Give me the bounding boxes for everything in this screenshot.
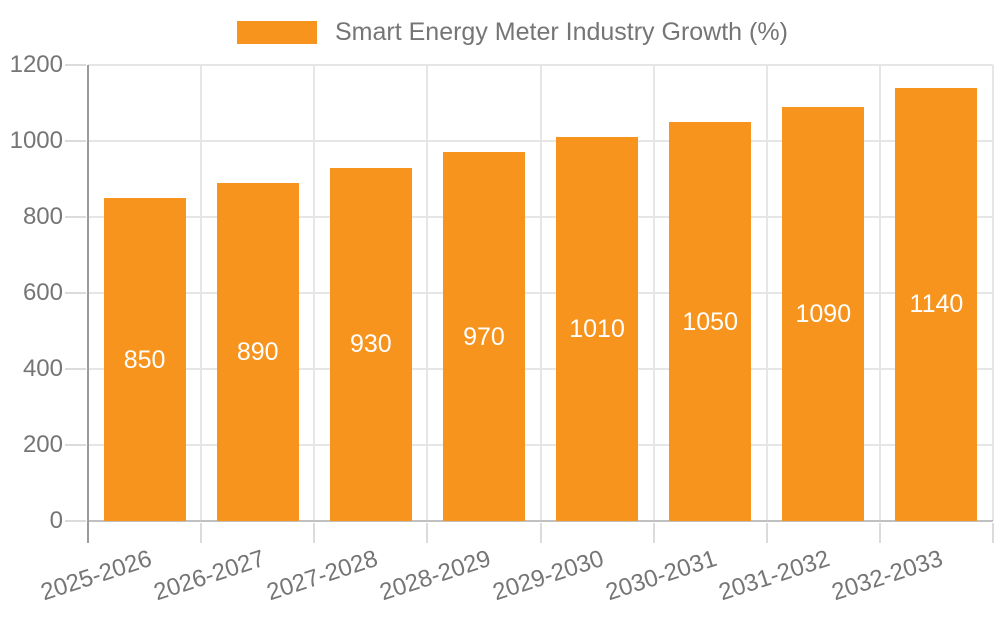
- bar[interactable]: [329, 167, 412, 521]
- x-axis-tick: [878, 523, 881, 543]
- v-gridline: [426, 65, 429, 521]
- legend-swatch: [237, 21, 317, 44]
- y-axis-tick-label: 600: [22, 279, 63, 306]
- legend-label: Smart Energy Meter Industry Growth (%): [335, 18, 788, 46]
- v-gridline: [765, 65, 768, 521]
- bar[interactable]: [669, 122, 752, 521]
- x-axis-tick: [992, 523, 994, 543]
- bar[interactable]: [216, 182, 299, 521]
- bar[interactable]: [895, 87, 978, 521]
- y-axis-tick-label: 0: [49, 507, 63, 534]
- y-axis-tick-label: 1000: [9, 127, 63, 154]
- y-axis-tick-label: 800: [22, 203, 63, 230]
- v-gridline: [313, 65, 316, 521]
- bar[interactable]: [556, 137, 639, 521]
- y-axis-tick: [65, 444, 86, 446]
- bar[interactable]: [442, 152, 525, 521]
- y-axis-tick-label: 400: [22, 355, 63, 382]
- v-gridline: [992, 65, 994, 521]
- x-axis-tick: [652, 523, 655, 543]
- x-axis-tick: [200, 523, 203, 543]
- v-gridline: [200, 65, 203, 521]
- bar[interactable]: [103, 198, 186, 521]
- y-axis-tick: [65, 368, 86, 370]
- v-gridline: [878, 65, 881, 521]
- y-axis-tick: [65, 140, 86, 142]
- bar[interactable]: [782, 106, 865, 521]
- x-axis-tick: [313, 523, 316, 543]
- bar-chart: Smart Energy Meter Industry Growth (%) 0…: [10, 18, 994, 606]
- y-axis-tick: [65, 64, 86, 66]
- v-gridline: [539, 65, 542, 521]
- chart-legend[interactable]: Smart Energy Meter Industry Growth (%): [237, 18, 788, 47]
- y-axis-tick-label: 1200: [9, 51, 63, 78]
- v-gridline: [652, 65, 655, 521]
- y-axis-tick: [65, 520, 86, 522]
- x-axis-line: [88, 520, 993, 522]
- x-axis-tick: [765, 523, 768, 543]
- x-axis-tick: [426, 523, 429, 543]
- y-axis-line: [87, 65, 89, 543]
- y-axis-tick: [65, 216, 86, 218]
- x-axis-tick: [539, 523, 542, 543]
- plot-area: 0 200 400 600 800 1000 1200 850 2025-2026 890 2026…: [10, 53, 994, 606]
- y-axis-tick-label: 200: [22, 431, 63, 458]
- y-axis-tick: [65, 292, 86, 294]
